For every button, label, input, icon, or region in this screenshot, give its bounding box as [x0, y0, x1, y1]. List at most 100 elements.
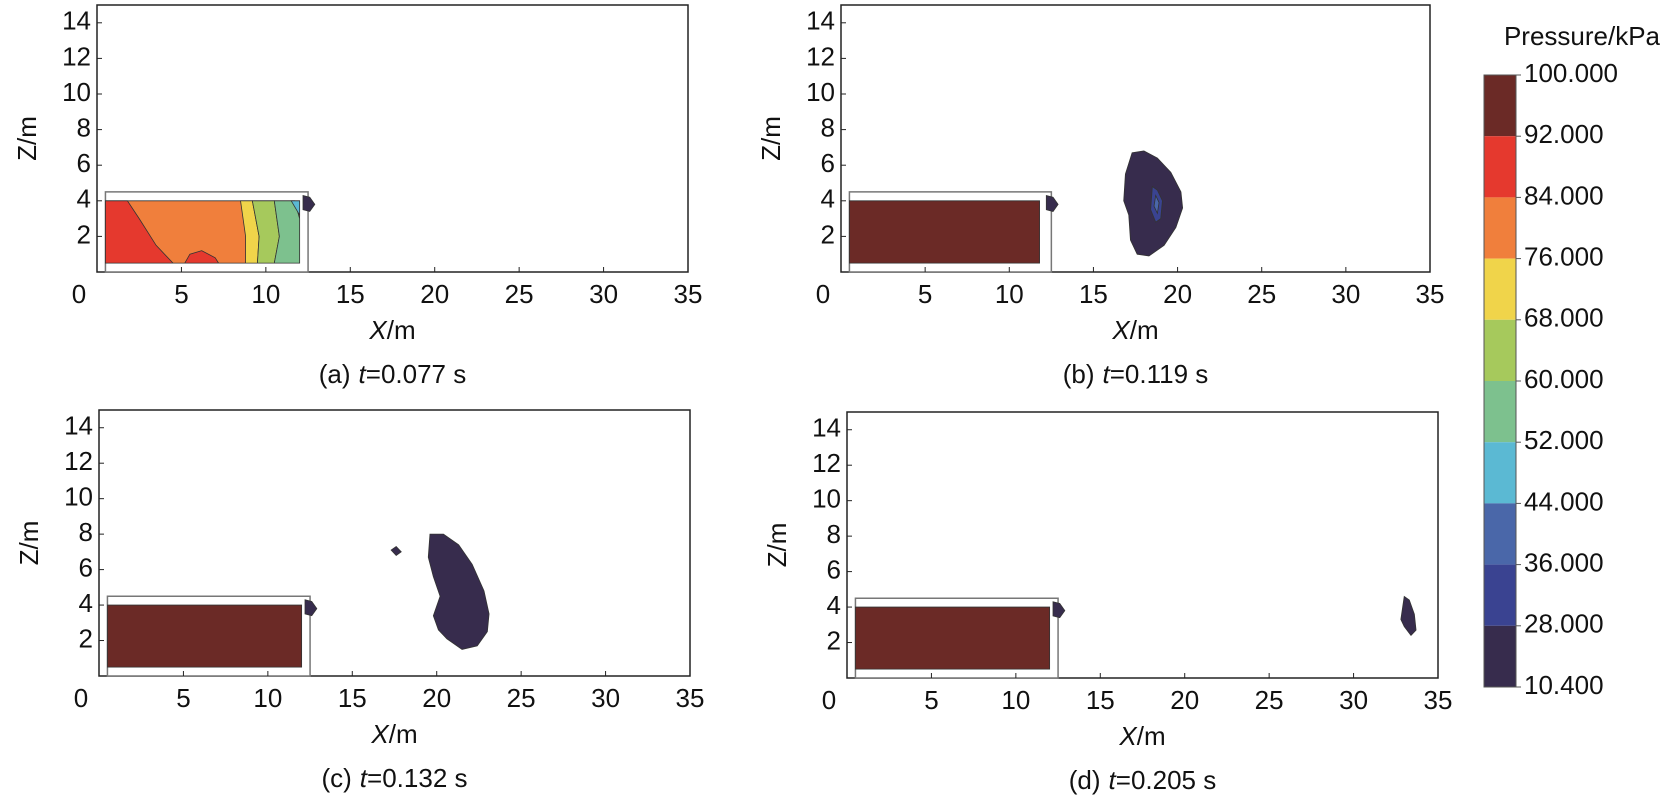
x-tick-label: 5 [176, 683, 190, 713]
y-tick-label: 6 [827, 554, 841, 584]
y-tick-label: 10 [806, 77, 835, 107]
x-tick-label: 5 [174, 279, 188, 309]
y-tick-label: 8 [77, 112, 91, 142]
caption-value: =0.077 s [366, 359, 466, 389]
y-axis-label: Z/m [14, 521, 44, 566]
y-tick-label: 2 [77, 219, 91, 249]
colorbar-tick-label: 60.000 [1524, 364, 1604, 394]
caption-label: (d) [1069, 765, 1101, 795]
caption-label: (a) [319, 359, 351, 389]
caption-variable: t [1103, 359, 1112, 389]
y-tick-label: 10 [812, 484, 841, 514]
x-tick-label: 20 [1170, 685, 1199, 715]
y-tick-label: 8 [821, 112, 835, 142]
caption-value: =0.132 s [367, 763, 467, 793]
x-tick-label: 15 [1086, 685, 1115, 715]
y-tick-label: 2 [827, 625, 841, 655]
y-tick-label: 4 [77, 184, 91, 214]
y-tick-label: 14 [812, 413, 841, 443]
x-tick-label: 0 [822, 685, 836, 715]
x-tick-label: 10 [253, 683, 282, 713]
contour-region [1045, 194, 1059, 212]
contour-region [849, 200, 1040, 264]
panel-caption: (c) t=0.132 s [321, 763, 467, 793]
y-tick-label: 2 [79, 623, 93, 653]
y-tick-label: 12 [806, 41, 835, 71]
x-axis-label: X/m [1118, 721, 1165, 751]
x-tick-label: 5 [924, 685, 938, 715]
x-tick-label: 25 [1247, 279, 1276, 309]
contour-region [107, 604, 303, 668]
x-axis-label: X/m [368, 315, 415, 345]
x-tick-label: 15 [338, 683, 367, 713]
x-axis-label: X/m [370, 719, 417, 749]
x-tick-label: 30 [1339, 685, 1368, 715]
x-axis-variable: X [368, 315, 388, 345]
contour-region [184, 250, 220, 264]
colorbar-band [1484, 503, 1516, 565]
colorbar-band [1484, 442, 1516, 504]
colorbar-tick-label: 92.000 [1524, 119, 1604, 149]
colorbar-band [1484, 258, 1516, 320]
x-tick-label: 25 [507, 683, 536, 713]
x-tick-label: 30 [591, 683, 620, 713]
y-tick-label: 12 [62, 41, 91, 71]
colorbar-band [1484, 564, 1516, 626]
x-tick-label: 35 [1424, 685, 1453, 715]
x-axis-variable: X [1118, 721, 1138, 751]
x-axis-unit: /m [1130, 315, 1159, 345]
x-axis-variable: X [1111, 315, 1131, 345]
panel-caption: (b) t=0.119 s [1063, 359, 1209, 389]
colorbar-title: Pressure/kPa [1504, 21, 1661, 51]
panel-caption: (d) t=0.205 s [1069, 765, 1217, 795]
y-tick-label: 6 [77, 148, 91, 178]
colorbar-band [1484, 197, 1516, 259]
x-tick-label: 5 [918, 279, 932, 309]
colorbar-tick-label: 100.000 [1524, 58, 1618, 88]
colorbar-band [1484, 136, 1516, 198]
y-axis-label: Z/m [762, 523, 792, 568]
y-tick-label: 10 [62, 77, 91, 107]
contour-region [302, 194, 316, 212]
caption-label: (c) [321, 763, 351, 793]
contour-region [855, 606, 1051, 670]
y-tick-label: 2 [821, 219, 835, 249]
colorbar-tick-label: 52.000 [1524, 425, 1604, 455]
x-axis-variable: X [370, 719, 390, 749]
contour-region [290, 200, 301, 217]
panel-caption: (a) t=0.077 s [319, 359, 467, 389]
contour-region [390, 546, 402, 556]
y-tick-label: 4 [79, 588, 93, 618]
x-tick-label: 0 [74, 683, 88, 713]
x-tick-label: 20 [420, 279, 449, 309]
x-tick-label: 20 [1163, 279, 1192, 309]
x-tick-label: 10 [1001, 685, 1030, 715]
caption-label: (b) [1063, 359, 1095, 389]
colorbar-band [1484, 75, 1516, 137]
x-tick-label: 30 [1331, 279, 1360, 309]
x-axis-unit: /m [389, 719, 418, 749]
y-tick-label: 12 [64, 446, 93, 476]
y-axis-label: Z/m [12, 116, 42, 161]
y-tick-label: 14 [806, 6, 835, 36]
contour-region [304, 599, 318, 617]
contour-region [105, 200, 174, 264]
contour-region [1153, 194, 1160, 215]
colorbar-tick-label: 76.000 [1524, 241, 1604, 271]
x-tick-label: 30 [589, 279, 618, 309]
x-tick-label: 35 [676, 683, 705, 713]
x-tick-label: 25 [505, 279, 534, 309]
x-tick-label: 20 [422, 683, 451, 713]
colorbar-band [1484, 625, 1516, 687]
contour-region [427, 533, 490, 650]
y-tick-label: 8 [79, 517, 93, 547]
x-tick-label: 35 [1416, 279, 1445, 309]
y-tick-label: 8 [827, 519, 841, 549]
x-tick-label: 10 [995, 279, 1024, 309]
x-tick-label: 25 [1255, 685, 1284, 715]
y-tick-label: 6 [79, 552, 93, 582]
colorbar-band [1484, 319, 1516, 381]
y-tick-label: 12 [812, 448, 841, 478]
x-tick-label: 35 [674, 279, 703, 309]
